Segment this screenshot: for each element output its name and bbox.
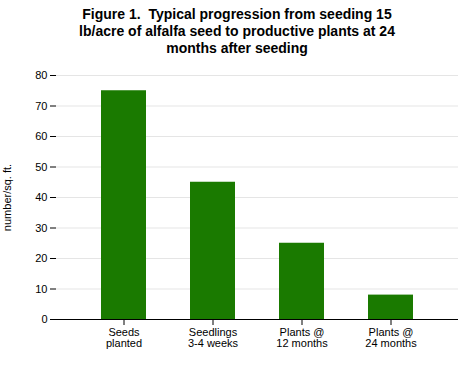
svg-text:Plants @12 months: Plants @12 months bbox=[276, 326, 328, 349]
svg-text:30: 30 bbox=[35, 222, 47, 234]
svg-text:Plants @24 months: Plants @24 months bbox=[365, 326, 417, 349]
svg-text:60: 60 bbox=[35, 130, 47, 142]
svg-text:number/sq. ft.: number/sq. ft. bbox=[1, 164, 13, 231]
svg-text:0: 0 bbox=[41, 313, 47, 325]
svg-text:Seedlings3-4 weeks: Seedlings3-4 weeks bbox=[188, 326, 239, 349]
svg-text:Seedsplanted: Seedsplanted bbox=[106, 326, 142, 349]
svg-text:10: 10 bbox=[35, 283, 47, 295]
svg-text:50: 50 bbox=[35, 161, 47, 173]
svg-text:40: 40 bbox=[35, 191, 47, 203]
svg-text:80: 80 bbox=[35, 69, 47, 81]
svg-text:70: 70 bbox=[35, 100, 47, 112]
html-text:Figure 1. Typical progression: Figure 1. Typical progression from seedi… bbox=[79, 6, 395, 56]
svg-text:20: 20 bbox=[35, 252, 47, 264]
